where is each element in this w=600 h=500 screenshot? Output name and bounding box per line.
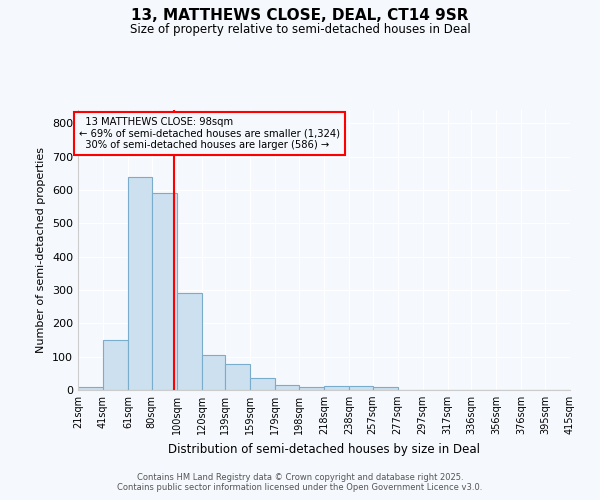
Bar <box>103 340 128 390</box>
Bar <box>128 176 152 390</box>
Bar <box>78 386 103 390</box>
Bar <box>202 355 226 390</box>
Bar <box>250 378 275 390</box>
Text: Contains HM Land Registry data © Crown copyright and database right 2025.
Contai: Contains HM Land Registry data © Crown c… <box>118 473 482 492</box>
Bar <box>275 385 299 390</box>
Bar <box>349 386 373 390</box>
Text: 13 MATTHEWS CLOSE: 98sqm
← 69% of semi-detached houses are smaller (1,324)
  30%: 13 MATTHEWS CLOSE: 98sqm ← 69% of semi-d… <box>79 116 340 150</box>
Text: 13, MATTHEWS CLOSE, DEAL, CT14 9SR: 13, MATTHEWS CLOSE, DEAL, CT14 9SR <box>131 8 469 22</box>
Bar <box>176 294 202 390</box>
Bar <box>324 386 349 390</box>
Y-axis label: Number of semi-detached properties: Number of semi-detached properties <box>37 147 46 353</box>
X-axis label: Distribution of semi-detached houses by size in Deal: Distribution of semi-detached houses by … <box>168 442 480 456</box>
Bar <box>373 387 398 390</box>
Bar <box>226 364 250 390</box>
Text: Size of property relative to semi-detached houses in Deal: Size of property relative to semi-detach… <box>130 22 470 36</box>
Bar <box>152 194 176 390</box>
Bar <box>299 386 324 390</box>
